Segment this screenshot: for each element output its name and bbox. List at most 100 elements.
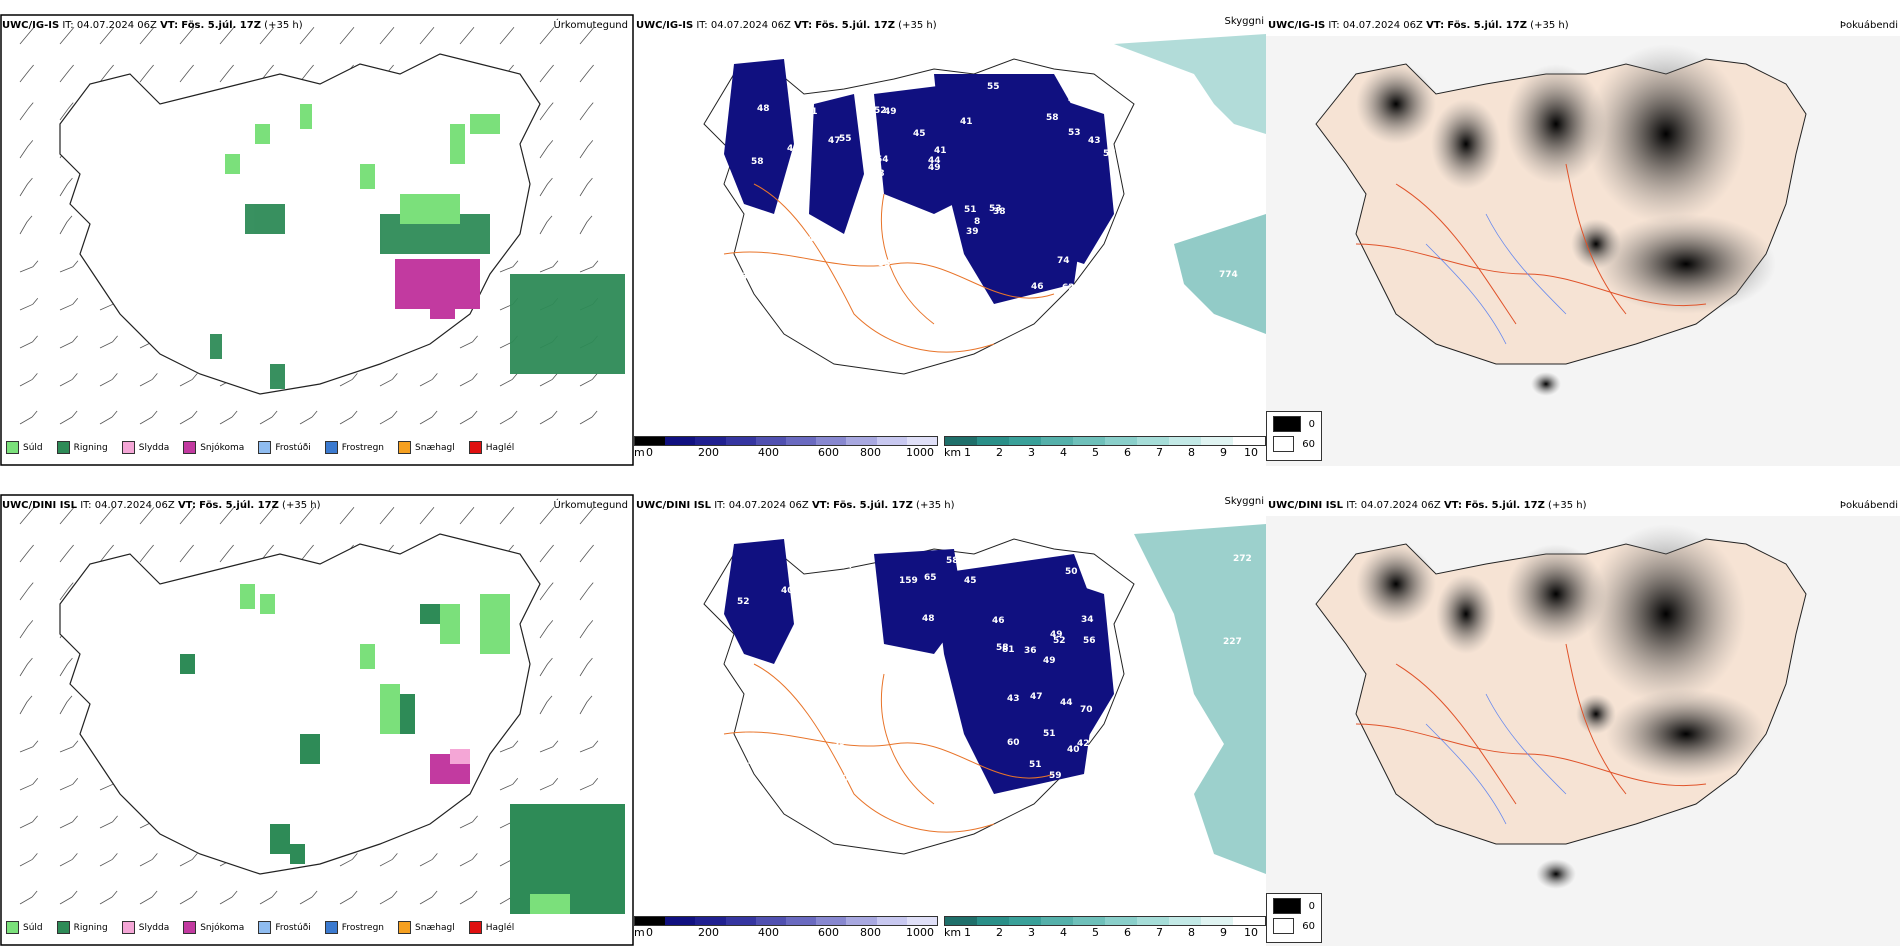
- wind-barb: [539, 657, 553, 677]
- legend-label: Frostregn: [341, 922, 385, 933]
- legend-label: Slydda: [138, 442, 170, 453]
- wind-barb: [579, 778, 599, 791]
- fog-param-bottom: Þokuábendi: [1839, 500, 1898, 511]
- km-tick: 9: [1220, 926, 1227, 939]
- wind-barb: [539, 582, 554, 601]
- wind-barb: [179, 64, 194, 83]
- legend-swatch-slydda: [121, 921, 135, 934]
- wind-barb: [459, 373, 478, 387]
- legend-swatch-snaehagl: [398, 441, 412, 454]
- cloud-base-label: 58: [751, 157, 764, 167]
- cloud-base-label: 38: [908, 677, 921, 687]
- wind-barb: [379, 890, 398, 905]
- wind-barb: [539, 260, 559, 273]
- wind-barb: [539, 64, 554, 83]
- cloud-base-label: 70: [739, 288, 752, 298]
- legend-swatch-snaehagl: [398, 921, 412, 934]
- wind-barb: [419, 373, 438, 387]
- legend-label: Frostregn: [341, 442, 385, 453]
- cloud-base-label: 52: [1053, 636, 1066, 646]
- wind-barb: [19, 215, 33, 235]
- precip-map-bottom: [0, 494, 634, 946]
- fog-legend-label: 60: [1302, 920, 1315, 932]
- wind-barb: [19, 260, 39, 273]
- wind-barb: [19, 102, 34, 121]
- legend-swatch-snjokoma: [183, 921, 197, 934]
- wind-barb: [579, 740, 599, 753]
- cloud-base-label: 52: [737, 597, 750, 607]
- cloud-base-label: 51: [1043, 729, 1056, 739]
- legend-label: Rigning: [73, 922, 108, 933]
- legend-label: Slydda: [138, 922, 170, 933]
- wind-barb: [179, 890, 198, 905]
- wind-barb: [539, 507, 555, 525]
- cloud-base-label: 70: [1080, 705, 1093, 715]
- m-tick: 600: [818, 926, 839, 939]
- cloud-base-label: 48: [757, 104, 770, 114]
- wind-barb: [339, 853, 358, 867]
- cloud-base-label: 38: [993, 207, 1006, 217]
- cloud-base-label: 34: [1081, 615, 1094, 625]
- wind-barb: [59, 890, 78, 905]
- cloud-param-bottom: Skyggni: [1224, 496, 1264, 507]
- wind-barb: [579, 582, 594, 601]
- wind-barb: [139, 544, 154, 563]
- wind-barb: [579, 27, 595, 45]
- fog-legend-swatch-dark: [1273, 416, 1301, 432]
- m-tick: 1000: [906, 926, 934, 939]
- cloud-base-label: 50: [1065, 567, 1078, 577]
- wind-barb: [59, 815, 78, 829]
- wind-barb: [99, 335, 118, 349]
- wind-barb: [579, 215, 593, 235]
- wind-barb: [99, 373, 118, 387]
- wind-barb: [299, 27, 315, 45]
- cloud-base-label: 54: [876, 155, 889, 165]
- km-tick: 8: [1188, 446, 1195, 459]
- precip-panel-top: UWC/IG-IS IT: 04.07.2024 06Z VT: Fös. 5.…: [0, 14, 634, 466]
- wind-barb: [579, 695, 593, 715]
- km-tick: 10: [1244, 926, 1258, 939]
- wind-barb: [499, 27, 515, 45]
- km-unit: km: [944, 446, 962, 459]
- wind-barb: [499, 740, 519, 753]
- fog-legend-swatch-dark: [1273, 898, 1301, 914]
- cloud-base-label: 49: [928, 163, 941, 173]
- wind-barb: [19, 657, 33, 677]
- cloud-map-top: 62 58 41 31 41 35 52 45 53 55 53 51 49 41 38 48 61 57 51 53…: [703, 34, 1266, 375]
- km-tick: 7: [1156, 926, 1163, 939]
- cloud-base-label: 39: [966, 227, 979, 237]
- wind-barb: [299, 890, 318, 905]
- wind-barb: [419, 853, 438, 867]
- precip-title-bottom: UWC/DINI ISL IT: 04.07.2024 06Z VT: Fös.…: [2, 500, 321, 511]
- wind-barb: [459, 890, 478, 905]
- m-unit: m: [634, 446, 645, 459]
- fog-panel-top: UWC/IG-IS IT: 04.07.2024 06Z VT: Fös. 5.…: [1266, 14, 1900, 466]
- wind-barb: [59, 260, 79, 273]
- wind-barb: [459, 507, 475, 525]
- wind-barb: [539, 140, 554, 159]
- fog-panel-bottom: UWC/DINI ISL IT: 04.07.2024 06Z VT: Fös.…: [1266, 494, 1900, 946]
- cloud-base-label: 52: [874, 106, 887, 116]
- wind-barb: [59, 215, 73, 235]
- m-tick: 400: [758, 926, 779, 939]
- wind-barb: [19, 620, 34, 639]
- wind-barb: [219, 544, 234, 563]
- cloud-base-label: 49: [1050, 630, 1063, 640]
- wind-barb: [499, 410, 518, 425]
- km-tick: 3: [1028, 926, 1035, 939]
- cloud-base-colorbar-bottom: [634, 916, 938, 926]
- precip-legend-top: Súld Rigning Slydda Snjókoma Frostúði Fr…: [6, 441, 524, 454]
- km-tick: 2: [996, 446, 1003, 459]
- wind-barb: [59, 507, 75, 525]
- wind-barb: [539, 373, 558, 387]
- wind-barb: [419, 890, 438, 905]
- legend-swatch-rigning: [56, 921, 70, 934]
- wind-barb: [459, 815, 478, 829]
- wind-barb: [339, 890, 358, 905]
- wind-barb: [179, 410, 198, 425]
- cloud-base-label: 60: [836, 774, 849, 784]
- m-tick: 0: [646, 926, 653, 939]
- cloud-base-label: 43: [1088, 136, 1101, 146]
- km-tick: 9: [1220, 446, 1227, 459]
- km-tick: 6: [1124, 446, 1131, 459]
